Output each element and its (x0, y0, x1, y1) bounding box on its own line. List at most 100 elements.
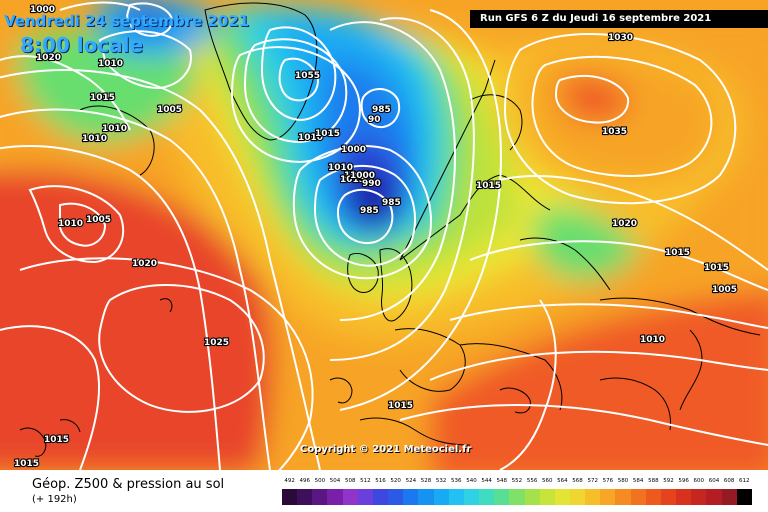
isobar-label: 1015 (44, 435, 69, 445)
scale-value: 564 (557, 478, 568, 484)
scale-value: 536 (451, 478, 462, 484)
scale-value: 516 (375, 478, 386, 484)
scale-value: 560 (541, 478, 553, 484)
scale-value: 548 (496, 478, 508, 484)
isobar-label: 1015 (90, 93, 115, 103)
scale-value: 604 (708, 478, 720, 484)
scale-value: 600 (693, 478, 705, 484)
isobar-label: 1000 (30, 5, 55, 15)
copyright-text: Copyright © 2021 Meteociel.fr (300, 444, 472, 455)
isobar-label: 985 (360, 206, 379, 216)
isobar-label: 1005 (712, 285, 737, 295)
scale-swatch (463, 489, 480, 505)
scale-value: 504 (329, 478, 341, 484)
scale-value: 552 (511, 478, 523, 484)
isobar-label: 1015 (315, 129, 340, 139)
isobar-label: 1030 (608, 33, 633, 43)
isobar-label: 1020 (36, 53, 61, 63)
isobar-label: 1005 (157, 105, 182, 115)
weather-map: 1000101010201005101510101010100510101020… (0, 0, 768, 470)
scale-swatch (539, 489, 555, 505)
scale-value: 568 (572, 478, 583, 484)
isobar-label: 1000 (350, 171, 375, 181)
color-scale: 492 496 500 504 508 512 516 520 524 528 532 536 540 5… (282, 478, 752, 506)
scale-swatch (372, 489, 389, 505)
scale-value: 512 (360, 478, 371, 484)
isobar-label: 1015 (340, 175, 365, 185)
isobar-label: 1005 (86, 215, 111, 225)
isobar-label: 1010 (82, 134, 107, 144)
isobar-label: 1020 (132, 259, 157, 269)
run-info-banner: Run GFS 6 Z du Jeudi 16 septembre 2021 (470, 10, 768, 28)
scale-value: 608 (723, 478, 735, 484)
isobar-label: 1015 (665, 248, 690, 258)
scale-swatch (630, 489, 646, 505)
scale-value: 612 (739, 478, 750, 484)
coastlines (19, 2, 761, 457)
scale-swatch (615, 489, 631, 505)
isobar-label: 1025 (204, 338, 229, 348)
scale-value: 500 (314, 478, 326, 484)
scale-swatch (569, 489, 586, 505)
isobar-label: 1010 (298, 133, 323, 143)
scale-swatch (418, 489, 434, 505)
isobar-label: 1010 (102, 124, 127, 134)
isobar-label: 1035 (602, 127, 627, 137)
isobar-label: 985 (372, 105, 391, 115)
isobar-label: 1015 (476, 181, 501, 191)
scale-swatch (691, 489, 707, 505)
isobar-label: 1055 (295, 71, 320, 81)
isobar-label: 1005 (344, 171, 369, 181)
isobar-label: 1015 (14, 459, 39, 469)
scale-value: 520 (390, 478, 401, 484)
scale-swatch (600, 489, 616, 505)
scale-value: 556 (526, 478, 538, 484)
color-scale-swatches (282, 489, 752, 505)
scale-swatch (721, 489, 737, 505)
scale-swatch (357, 489, 373, 505)
scale-value: 508 (344, 478, 356, 484)
scale-swatch (312, 489, 328, 505)
scale-swatch (660, 489, 677, 505)
isobar-label: 1010 (98, 59, 123, 69)
scale-swatch (706, 489, 722, 505)
scale-swatch (433, 489, 449, 505)
scale-value: 588 (648, 478, 659, 484)
scale-value: 496 (299, 478, 310, 484)
legend-lead-time: (+ 192h) (32, 494, 77, 505)
isobar-label: 90 (368, 115, 381, 125)
scale-swatch (645, 489, 661, 505)
scale-swatch (585, 489, 601, 505)
legend-title: Géop. Z500 & pression au sol (32, 477, 225, 492)
scale-swatch (509, 489, 525, 505)
isobar-label: 985 (382, 198, 401, 208)
scale-value: 576 (602, 478, 614, 484)
isobar-label: 1010 (328, 163, 353, 173)
scale-value: 596 (678, 478, 689, 484)
isobar-label: 1010 (58, 219, 83, 229)
valid-date-title: Vendredi 24 septembre 2021 (4, 12, 250, 30)
isobar-label: 1010 (640, 335, 665, 345)
scale-value: 492 (284, 478, 295, 484)
scale-value: 532 (435, 478, 447, 484)
color-scale-labels: 492 496 500 504 508 512 516 520 524 528 532 536 540 5… (282, 478, 752, 488)
isobar-label: 1020 (612, 219, 637, 229)
scale-swatch (554, 489, 570, 505)
scale-value: 580 (617, 478, 629, 484)
scale-value: 592 (663, 478, 674, 484)
isobars (0, 1, 768, 470)
scale-swatch (327, 489, 343, 505)
scale-swatch (736, 489, 752, 505)
isobar-label: 990 (362, 179, 381, 189)
scale-swatch (524, 489, 540, 505)
scale-value: 528 (420, 478, 432, 484)
scale-swatch (388, 489, 404, 505)
scale-swatch (403, 489, 419, 505)
scale-swatch (282, 489, 298, 505)
isobar-labels: 1000101010201005101510101010100510101020… (13, 4, 738, 470)
isobar-label: 1015 (704, 263, 729, 273)
isobar-label: 1015 (388, 401, 413, 411)
scale-swatch (676, 489, 692, 505)
scale-value: 524 (405, 478, 417, 484)
